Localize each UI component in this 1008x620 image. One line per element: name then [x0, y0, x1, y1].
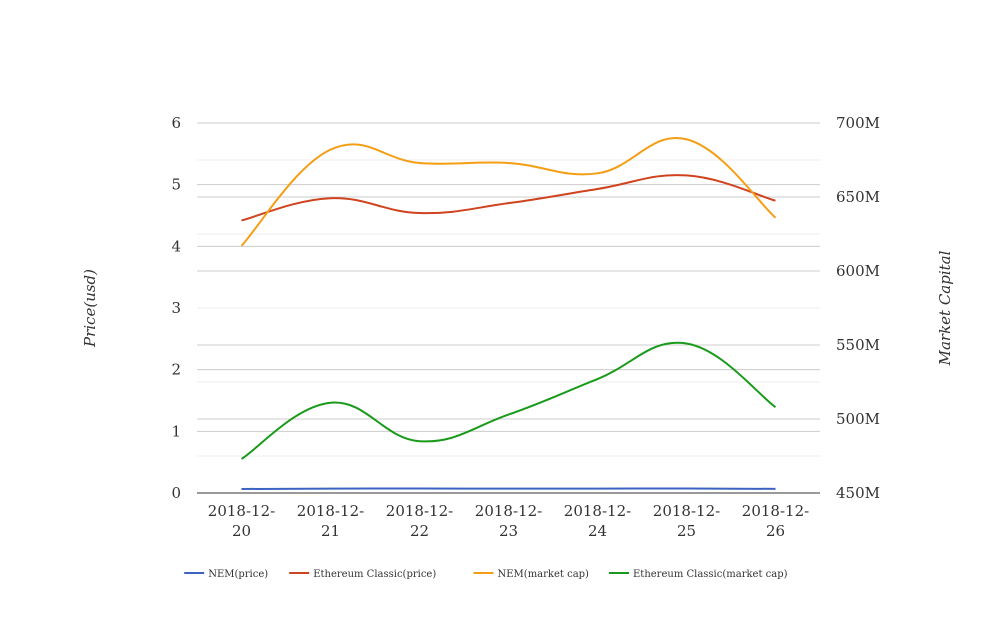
- y-axis-title-left: Price(usd): [81, 269, 99, 348]
- y-tick-label-left: 4: [171, 237, 181, 255]
- legend: NEM(price) Ethereum Classic(price) NEM(mar…: [184, 569, 788, 580]
- y-tick-label-left: 6: [171, 114, 181, 132]
- y-tick-label-left: 1: [171, 422, 181, 440]
- series-line-1: [241, 174, 776, 222]
- x-tick-label: 2018-12-21: [297, 502, 364, 540]
- legend-item[interactable]: NEM(price): [184, 569, 268, 580]
- x-tick-label: 2018-12-23: [475, 502, 542, 540]
- series-line-0: [241, 487, 776, 490]
- grid-lines: [197, 122, 820, 457]
- y-tick-label-right: 600M: [836, 262, 880, 280]
- x-tick-label: 2018-12-20: [208, 502, 275, 540]
- y-tick-label-left: 2: [171, 361, 181, 379]
- y-tick-label-left: 5: [171, 176, 181, 194]
- legend-label: NEM(market cap): [498, 569, 590, 580]
- x-tick-label: 2018-12-25: [653, 502, 720, 540]
- y-tick-label-right: 650M: [836, 188, 880, 206]
- legend-item[interactable]: NEM(market cap): [473, 569, 590, 580]
- series-lines: [240, 136, 777, 490]
- axes: Price(usd) Market Capital 0 1 2 3 4 5 6 450M 500…: [81, 114, 954, 540]
- series-line-3: [240, 341, 777, 460]
- y-tick-label-left: 0: [171, 484, 181, 502]
- legend-item[interactable]: Ethereum Classic(price): [289, 569, 436, 580]
- x-tick-label: 2018-12-22: [386, 502, 453, 540]
- y-tick-label-right: 450M: [836, 484, 880, 502]
- legend-label: Ethereum Classic(market cap): [633, 569, 788, 580]
- y-axis-title-right: Market Capital: [936, 250, 954, 366]
- y-tick-label-right: 550M: [836, 336, 880, 354]
- y-tick-label-left: 3: [171, 299, 181, 317]
- x-tick-label: 2018-12-24: [564, 502, 631, 540]
- legend-label: Ethereum Classic(price): [313, 569, 436, 580]
- legend-item[interactable]: Ethereum Classic(market cap): [609, 569, 788, 580]
- series-line-2: [240, 136, 777, 247]
- y-tick-label-right: 500M: [836, 410, 880, 428]
- legend-label: NEM(price): [208, 569, 268, 580]
- x-tick-label: 2018-12-26: [742, 502, 809, 540]
- y-tick-label-right: 700M: [836, 114, 880, 132]
